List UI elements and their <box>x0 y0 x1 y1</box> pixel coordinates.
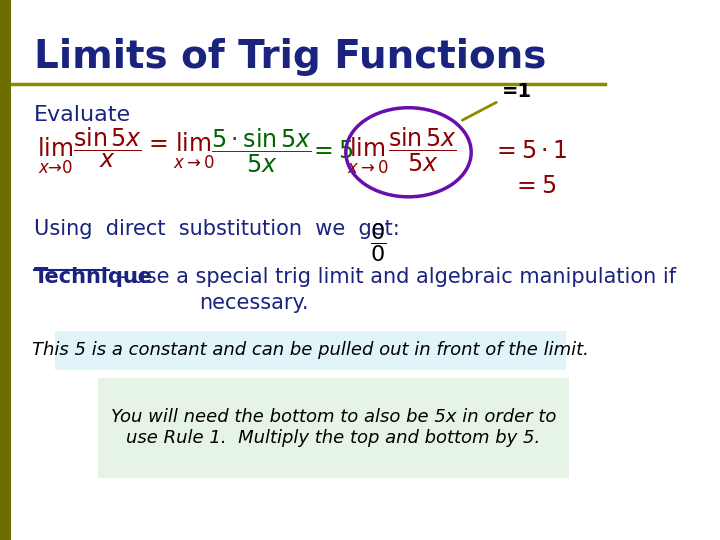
Text: Evaluate: Evaluate <box>34 105 131 125</box>
Text: $= \underset{x \to 0}{\lim}$: $= \underset{x \to 0}{\lim}$ <box>144 131 215 171</box>
Text: Technique: Technique <box>34 267 153 287</box>
Text: $\underset{x \to 0}{\lim} \dfrac{\sin 5x}{5x}$: $\underset{x \to 0}{\lim} \dfrac{\sin 5x… <box>347 126 457 177</box>
Text: Using  direct  substitution  we  get:: Using direct substitution we get: <box>34 219 400 239</box>
Bar <box>55 331 566 370</box>
Text: $= 5$: $= 5$ <box>309 139 353 163</box>
Text: Limits of Trig Functions: Limits of Trig Functions <box>34 38 546 76</box>
Text: This 5 is a constant and can be pulled out in front of the limit.: This 5 is a constant and can be pulled o… <box>32 341 589 359</box>
Text: You will need the bottom to also be 5x in order to
use Rule 1.  Multiply the top: You will need the bottom to also be 5x i… <box>111 408 556 447</box>
Text: =1: =1 <box>462 82 531 120</box>
Text: – use a special trig limit and algebraic manipulation if: – use a special trig limit and algebraic… <box>109 267 676 287</box>
Text: $\lim_{x \to 0} \dfrac{\sin 5x}{x}$: $\lim_{x \to 0} \dfrac{\sin 5x}{x}$ <box>37 126 142 177</box>
Text: necessary.: necessary. <box>199 293 308 313</box>
Text: $\dfrac{0}{0}$: $\dfrac{0}{0}$ <box>370 221 386 265</box>
Text: $= 5$: $= 5$ <box>513 174 557 198</box>
Bar <box>98 378 569 478</box>
Bar <box>0 0 11 540</box>
Text: $\dfrac{5 \cdot \sin 5x}{5x}$: $\dfrac{5 \cdot \sin 5x}{5x}$ <box>211 127 312 176</box>
Text: $= 5 \cdot 1$: $= 5 \cdot 1$ <box>492 139 568 163</box>
